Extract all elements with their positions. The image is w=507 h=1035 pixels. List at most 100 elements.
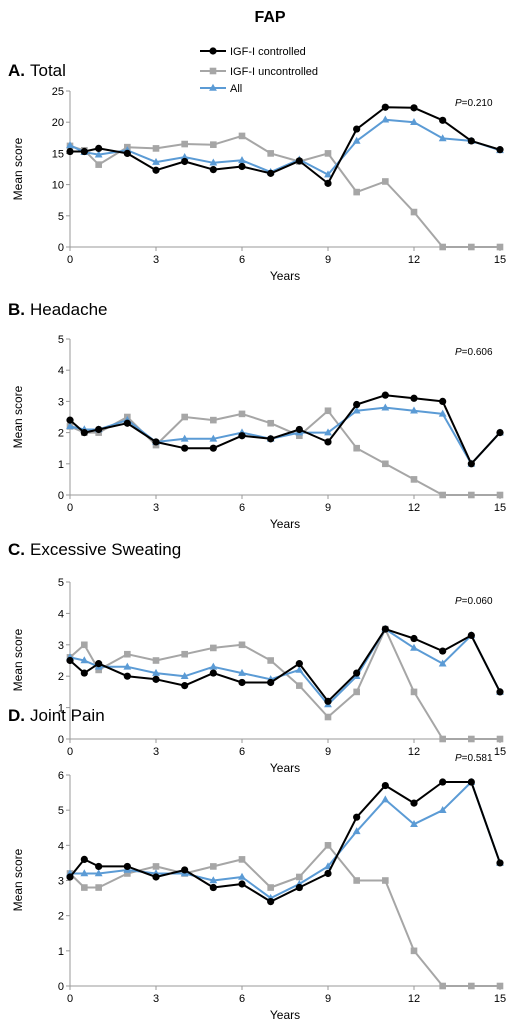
- data-point-3-0-14: [439, 778, 447, 786]
- data-point-2-2-14: [438, 659, 447, 667]
- data-point-3-0-13: [410, 799, 418, 807]
- data-point-1-0-3: [123, 419, 131, 427]
- data-point-0-2-13: [410, 118, 418, 125]
- data-point-0-0-13: [410, 104, 418, 112]
- data-point-2-0-14: [439, 647, 447, 655]
- data-point-1-1-9: [296, 432, 303, 440]
- data-point-1-1-16: [496, 491, 504, 499]
- data-point-3-0-6: [209, 883, 217, 892]
- data-point-3-1-2: [95, 884, 102, 891]
- data-point-3-1-10: [324, 842, 332, 849]
- panel-title-text-2: Excessive Sweating: [30, 540, 181, 559]
- data-point-3-1-8: [267, 884, 274, 891]
- data-point-0-2-6: [209, 158, 218, 166]
- x-tick-label-3-1: 3: [153, 993, 159, 1005]
- y-tick-label-3-1: 1: [58, 946, 64, 958]
- series-2-1: [66, 625, 504, 743]
- data-point-0-0-2: [95, 144, 103, 153]
- x-tick-label-0-2: 6: [239, 254, 245, 266]
- data-point-3-1-12: [382, 877, 389, 884]
- legend-marker-1: [209, 67, 217, 75]
- panel-title-1: B. Headache: [8, 300, 108, 319]
- data-point-3-2-13: [410, 820, 418, 828]
- data-point-0-1-12: [382, 178, 389, 185]
- data-point-1-0-2: [95, 425, 103, 434]
- p-value-number-1: =0.606: [462, 347, 493, 358]
- data-point-3-0-0: [66, 873, 74, 881]
- data-point-0-2-0: [66, 141, 74, 149]
- p-value-symbol-3: P: [455, 753, 462, 764]
- data-point-2-1-15: [468, 735, 475, 743]
- p-value-number-0: =0.210: [462, 98, 493, 109]
- series-line-3-1: [69, 844, 500, 987]
- data-point-2-2-3: [123, 662, 132, 670]
- y-tick-label-0-2: 10: [52, 180, 64, 192]
- p-value-annotation-1: P=0.606: [455, 347, 493, 358]
- x-axis-label-2: Years: [270, 761, 300, 775]
- data-point-2-2-13: [410, 643, 418, 651]
- legend-label-0: IGF-I controlled: [230, 46, 306, 58]
- data-point-3-1-14: [439, 982, 446, 990]
- data-point-0-0-16: [496, 146, 504, 154]
- data-point-2-0-15: [467, 631, 475, 639]
- data-point-1-1-5: [181, 413, 188, 421]
- p-value-number-2: =0.060: [462, 596, 493, 607]
- data-point-1-1-8: [267, 419, 274, 427]
- data-point-1-0-9: [295, 425, 303, 434]
- data-point-0-1-4: [152, 145, 160, 152]
- data-point-1-1-15: [468, 491, 475, 499]
- legend-label-1: IGF-I uncontrolled: [230, 66, 318, 78]
- data-point-0-0-0: [66, 147, 74, 156]
- data-point-0-0-15: [467, 137, 475, 145]
- x-tick-label-2-3: 9: [325, 746, 331, 758]
- y-tick-label-2-2: 2: [58, 671, 64, 683]
- y-tick-label-0-0: 0: [58, 242, 64, 254]
- data-point-2-1-14: [439, 735, 446, 743]
- x-tick-label-1-2: 6: [239, 502, 245, 514]
- data-point-0-1-7: [238, 132, 246, 140]
- series-line-0-0: [70, 106, 501, 185]
- data-point-1-0-16: [496, 429, 504, 437]
- x-tick-label-3-0: 0: [67, 993, 73, 1005]
- data-point-1-0-13: [410, 394, 418, 402]
- series-3-1: [66, 842, 504, 990]
- data-point-0-1-2: [95, 161, 102, 168]
- data-point-0-1-14: [439, 243, 446, 251]
- data-point-3-1-4: [152, 863, 160, 870]
- x-tick-label-0-5: 15: [494, 254, 506, 266]
- p-value-symbol-1: P: [455, 347, 462, 358]
- panel-letter-3: D.: [8, 706, 25, 725]
- data-point-0-2-4: [152, 157, 160, 165]
- y-axis-label-3: Mean score: [11, 848, 25, 911]
- x-tick-label-3-4: 12: [408, 993, 420, 1005]
- panel-letter-2: C.: [8, 540, 25, 559]
- data-point-0-2-14: [438, 134, 447, 142]
- data-point-1-2-5: [180, 434, 189, 442]
- data-point-1-1-10: [324, 407, 332, 415]
- x-tick-label-2-1: 3: [153, 746, 159, 758]
- data-point-1-1-14: [439, 491, 446, 499]
- data-point-0-0-6: [209, 166, 217, 174]
- legend-marker-0: [209, 47, 217, 55]
- data-point-3-2-11: [352, 827, 361, 835]
- data-point-0-0-10: [324, 179, 332, 187]
- data-point-3-0-5: [181, 866, 189, 874]
- p-value-symbol-0: P: [455, 98, 462, 109]
- data-point-2-0-11: [353, 669, 361, 677]
- data-point-2-1-6: [210, 644, 217, 652]
- data-point-3-0-10: [324, 869, 332, 878]
- y-axis-label-2: Mean score: [11, 628, 25, 691]
- data-point-1-2-13: [410, 406, 418, 414]
- data-point-0-1-8: [267, 150, 274, 157]
- p-value-annotation-0: P=0.210: [455, 98, 493, 109]
- data-point-2-1-2: [95, 666, 102, 674]
- panel-title-0: A. Total: [8, 61, 66, 80]
- data-point-3-1-11: [353, 877, 360, 884]
- data-point-0-0-4: [152, 166, 160, 174]
- p-value-annotation-3: P=0.581: [455, 753, 493, 764]
- data-point-1-1-12: [382, 460, 389, 468]
